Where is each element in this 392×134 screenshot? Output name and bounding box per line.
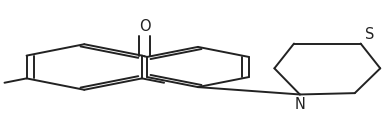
Text: S: S <box>365 27 374 42</box>
Text: O: O <box>139 19 150 34</box>
Text: N: N <box>294 97 305 112</box>
